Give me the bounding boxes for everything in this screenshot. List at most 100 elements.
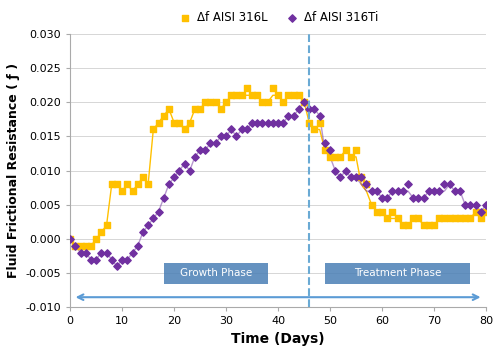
Δf AISI 316L (388, 209, 396, 215)
Δf AISI 316L (76, 243, 84, 249)
Δf AISI 316Ti (430, 188, 438, 194)
Δf AISI 316Ti (383, 195, 391, 201)
Δf AISI 316Ti (76, 250, 84, 256)
Δf AISI 316L (394, 216, 402, 221)
Δf AISI 316Ti (295, 106, 303, 112)
Δf AISI 316Ti (228, 127, 235, 132)
Δf AISI 316Ti (176, 168, 184, 173)
Δf AISI 316Ti (399, 188, 407, 194)
Δf AISI 316L (238, 92, 246, 98)
Δf AISI 316Ti (451, 188, 459, 194)
Δf AISI 316Ti (435, 188, 443, 194)
Δf AISI 316Ti (154, 209, 162, 215)
Δf AISI 316L (399, 222, 407, 228)
Δf AISI 316L (228, 92, 235, 98)
Δf AISI 316L (461, 216, 469, 221)
Y-axis label: Fluid Frictional Resistance ( ƒ ): Fluid Frictional Resistance ( ƒ ) (7, 63, 20, 278)
Δf AISI 316L (321, 147, 329, 153)
Δf AISI 316L (336, 154, 344, 160)
Δf AISI 316L (180, 127, 188, 132)
Δf AISI 316Ti (378, 195, 386, 201)
Δf AISI 316Ti (280, 120, 287, 125)
Δf AISI 316Ti (232, 133, 240, 139)
Δf AISI 316L (472, 209, 480, 215)
Δf AISI 316Ti (388, 188, 396, 194)
Δf AISI 316L (102, 222, 110, 228)
Δf AISI 316Ti (212, 140, 220, 146)
Δf AISI 316Ti (446, 181, 454, 187)
Δf AISI 316L (352, 147, 360, 153)
Δf AISI 316Ti (284, 113, 292, 119)
Δf AISI 316Ti (394, 188, 402, 194)
Δf AISI 316L (373, 209, 381, 215)
Δf AISI 316L (274, 92, 282, 98)
Δf AISI 316Ti (352, 175, 360, 180)
Δf AISI 316L (118, 188, 126, 194)
Δf AISI 316L (332, 154, 340, 160)
Δf AISI 316Ti (440, 181, 448, 187)
Bar (164, 263, 268, 283)
Δf AISI 316Ti (420, 195, 428, 201)
Δf AISI 316Ti (118, 257, 126, 262)
Δf AISI 316Ti (300, 99, 308, 105)
Δf AISI 316L (357, 175, 365, 180)
Δf AISI 316Ti (254, 120, 262, 125)
Δf AISI 316L (186, 120, 194, 125)
Δf AISI 316L (326, 154, 334, 160)
Δf AISI 316L (108, 181, 116, 187)
Δf AISI 316Ti (248, 120, 256, 125)
Δf AISI 316Ti (332, 168, 340, 173)
Δf AISI 316L (306, 120, 314, 125)
Δf AISI 316Ti (66, 236, 74, 242)
Δf AISI 316Ti (461, 202, 469, 208)
Δf AISI 316L (280, 99, 287, 105)
Δf AISI 316L (82, 243, 90, 249)
Δf AISI 316Ti (472, 202, 480, 208)
Δf AISI 316Ti (150, 216, 158, 221)
Δf AISI 316L (368, 202, 376, 208)
Text: Growth Phase: Growth Phase (180, 268, 252, 278)
Δf AISI 316L (98, 229, 106, 235)
Δf AISI 316L (420, 222, 428, 228)
Δf AISI 316L (378, 209, 386, 215)
Δf AISI 316L (139, 175, 147, 180)
Δf AISI 316Ti (202, 147, 209, 153)
Δf AISI 316L (160, 113, 168, 119)
Δf AISI 316Ti (362, 181, 370, 187)
Δf AISI 316Ti (139, 229, 147, 235)
Δf AISI 316L (440, 216, 448, 221)
Δf AISI 316L (66, 236, 74, 242)
Δf AISI 316L (258, 99, 266, 105)
Δf AISI 316Ti (336, 175, 344, 180)
Δf AISI 316L (217, 106, 225, 112)
Δf AISI 316L (264, 99, 272, 105)
Δf AISI 316L (248, 92, 256, 98)
Δf AISI 316Ti (425, 188, 433, 194)
Δf AISI 316L (409, 216, 417, 221)
Δf AISI 316Ti (326, 147, 334, 153)
Δf AISI 316L (425, 222, 433, 228)
Δf AISI 316L (451, 216, 459, 221)
Δf AISI 316Ti (368, 188, 376, 194)
Δf AISI 316L (466, 216, 474, 221)
Δf AISI 316L (232, 92, 240, 98)
Δf AISI 316Ti (72, 243, 80, 249)
Δf AISI 316L (144, 181, 152, 187)
Δf AISI 316L (316, 120, 324, 125)
Δf AISI 316Ti (191, 154, 199, 160)
Δf AISI 316L (170, 120, 178, 125)
Δf AISI 316Ti (477, 209, 485, 215)
Δf AISI 316Ti (238, 127, 246, 132)
Δf AISI 316Ti (87, 257, 95, 262)
Δf AISI 316Ti (342, 168, 349, 173)
Δf AISI 316Ti (347, 175, 355, 180)
Δf AISI 316L (72, 243, 80, 249)
Δf AISI 316Ti (373, 188, 381, 194)
Δf AISI 316L (446, 216, 454, 221)
Δf AISI 316L (482, 209, 490, 215)
Δf AISI 316L (342, 147, 349, 153)
Δf AISI 316L (222, 99, 230, 105)
Δf AISI 316Ti (456, 188, 464, 194)
Δf AISI 316Ti (134, 243, 141, 249)
Δf AISI 316L (150, 127, 158, 132)
